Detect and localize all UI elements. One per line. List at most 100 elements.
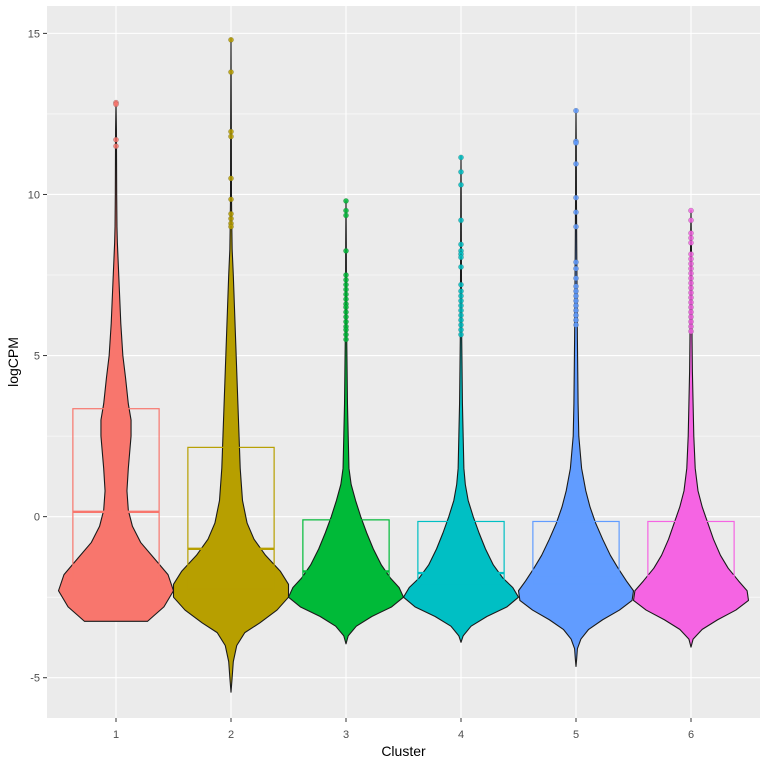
- outlier-point-cluster-2: [228, 133, 234, 140]
- outlier-point-cluster-3: [343, 281, 349, 288]
- outlier-point-cluster-6: [688, 270, 694, 277]
- outlier-point-cluster-2: [228, 128, 234, 135]
- outlier-point-cluster-4: [458, 217, 464, 224]
- outlier-point-cluster-4: [458, 154, 464, 161]
- box-cluster-4: [417, 520, 505, 585]
- outlier-point-cluster-5: [573, 275, 579, 282]
- outlier-point-cluster-6: [688, 318, 694, 325]
- outlier-point-cluster-4: [458, 241, 464, 248]
- outlier-point-cluster-2: [228, 223, 234, 230]
- outlier-point-cluster-5: [573, 223, 579, 230]
- outlier-point-cluster-6: [688, 309, 694, 315]
- axes: -5 0 5 10 15 1 2 3 4 5 6: [28, 28, 694, 741]
- outlier-point-cluster-4: [458, 297, 464, 304]
- boxplots: [72, 408, 735, 590]
- outlier-point-cluster-6: [688, 275, 694, 282]
- outlier-point-cluster-5: [573, 307, 579, 314]
- outlier-point-cluster-5: [573, 322, 579, 328]
- outlier-point-cluster-6: [688, 256, 694, 262]
- outlier-point-cluster-3: [343, 309, 349, 315]
- outlier-point-cluster-2: [228, 36, 234, 43]
- outlier-point-cluster-3: [343, 296, 349, 303]
- outlier-point-cluster-4: [458, 181, 464, 188]
- outlier-point-cluster-6: [688, 239, 694, 246]
- outlier-point-cluster-3: [343, 326, 349, 333]
- outlier-point-cluster-6: [688, 280, 694, 286]
- outlier-point-cluster-5: [573, 161, 579, 167]
- outlier-point-cluster-4: [458, 307, 464, 314]
- outlier-point-cluster-6: [688, 235, 694, 241]
- outlier-point-cluster-3: [343, 304, 349, 311]
- outlier-point-cluster-5: [573, 259, 579, 265]
- outlier-point-cluster-4: [458, 264, 464, 270]
- outlier-point-cluster-6: [688, 207, 694, 214]
- outlier-point-cluster-4: [458, 288, 464, 294]
- y-tick-label: 10: [28, 189, 40, 201]
- x-tick-label: 3: [343, 729, 349, 741]
- outlier-point-cluster-4: [458, 281, 464, 288]
- outlier-point-cluster-1: [113, 136, 119, 143]
- outlier-point-cluster-5: [573, 209, 579, 216]
- outlier-point-cluster-3: [343, 314, 349, 320]
- box-cluster-5: [532, 520, 620, 585]
- box-cluster-2: [187, 446, 275, 590]
- outlier-point-cluster-4: [458, 326, 464, 333]
- y-tick-label: 5: [34, 351, 40, 363]
- outlier-point-cluster-3: [343, 336, 349, 343]
- outlier-point-cluster-2: [228, 196, 234, 203]
- outlier-point-cluster-6: [688, 294, 694, 301]
- outlier-points: [113, 36, 694, 343]
- violin-cluster-1: [57, 102, 175, 622]
- x-tick-label: 5: [573, 729, 579, 741]
- outlier-point-cluster-1: [113, 143, 119, 149]
- outlier-point-cluster-4: [458, 302, 464, 309]
- box-cluster-1: [72, 408, 160, 582]
- outlier-point-cluster-4: [458, 169, 464, 175]
- outlier-point-cluster-5: [573, 288, 579, 294]
- outlier-point-cluster-1: [113, 101, 119, 108]
- outlier-point-cluster-2: [228, 69, 234, 75]
- outlier-point-cluster-6: [688, 230, 694, 236]
- outlier-point-cluster-5: [573, 194, 579, 201]
- outlier-point-cluster-6: [688, 323, 694, 330]
- outlier-point-cluster-2: [228, 175, 234, 182]
- outlier-point-cluster-5: [573, 140, 579, 146]
- outlier-point-cluster-4: [458, 254, 464, 261]
- outlier-point-cluster-6: [688, 328, 694, 335]
- outlier-point-cluster-4: [458, 312, 464, 319]
- y-tick-label: 0: [34, 512, 40, 524]
- outlier-point-cluster-6: [688, 260, 694, 267]
- outlier-point-cluster-3: [343, 291, 349, 298]
- box-cluster-6: [647, 520, 735, 585]
- outlier-point-cluster-5: [573, 293, 579, 299]
- outlier-point-cluster-5: [573, 265, 579, 272]
- outlier-point-cluster-6: [688, 299, 694, 306]
- outlier-point-cluster-3: [343, 276, 349, 283]
- x-axis-title: Cluster: [381, 743, 426, 759]
- outlier-point-cluster-4: [458, 322, 464, 328]
- outlier-point-cluster-6: [688, 251, 694, 257]
- x-tick-label: 1: [113, 729, 119, 741]
- outlier-point-cluster-2: [228, 215, 234, 222]
- x-tick-label: 6: [688, 729, 694, 741]
- outlier-point-cluster-5: [573, 317, 579, 323]
- outlier-point-cluster-5: [573, 302, 579, 309]
- outlier-point-cluster-6: [688, 265, 694, 272]
- outlier-point-cluster-6: [688, 314, 694, 320]
- outlier-point-cluster-3: [343, 272, 349, 278]
- x-tick-label: 2: [228, 729, 234, 741]
- outlier-point-cluster-6: [688, 285, 694, 291]
- outlier-point-cluster-6: [688, 304, 694, 311]
- outlier-point-cluster-6: [688, 217, 694, 224]
- box-cluster-3: [302, 519, 390, 585]
- outlier-point-cluster-3: [343, 198, 349, 204]
- outlier-point-cluster-4: [458, 293, 464, 299]
- outlier-point-cluster-4: [458, 317, 464, 323]
- y-tick-label: -5: [30, 673, 40, 685]
- outlier-point-cluster-5: [573, 297, 579, 304]
- outlier-point-cluster-2: [228, 210, 234, 217]
- outlier-point-cluster-3: [343, 318, 349, 325]
- outlier-point-cluster-5: [573, 312, 579, 319]
- y-axis-title: logCPM: [5, 337, 21, 387]
